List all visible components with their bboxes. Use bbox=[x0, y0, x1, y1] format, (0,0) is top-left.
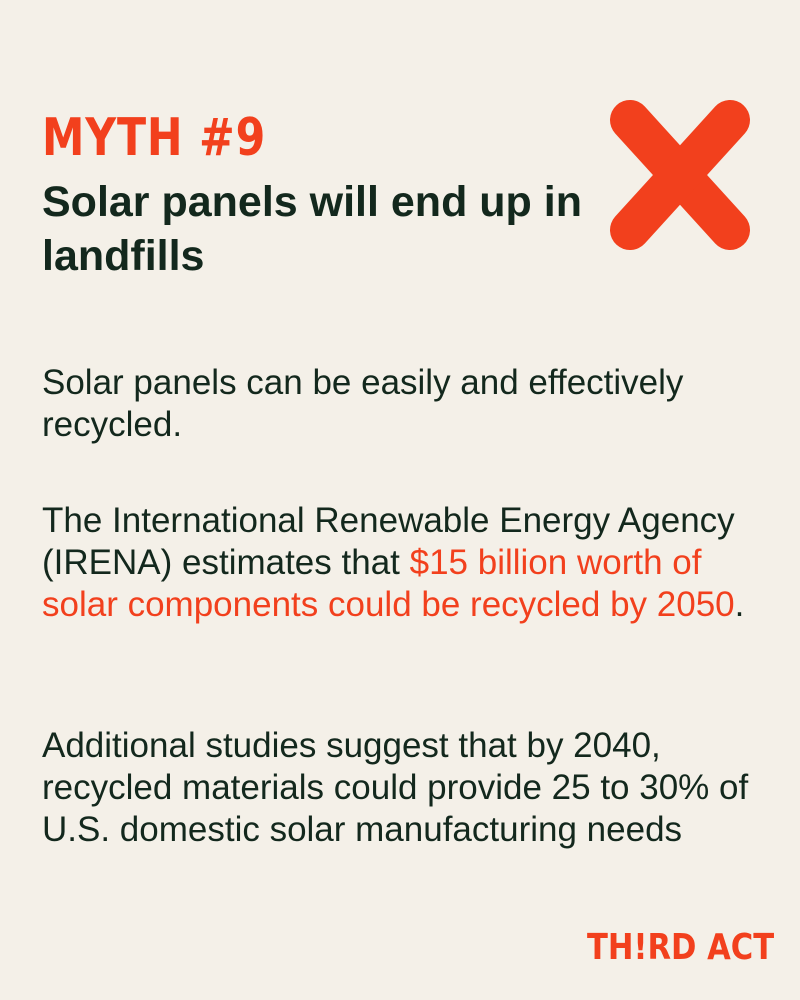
body-paragraph-3: Additional studies suggest that by 2040,… bbox=[42, 726, 749, 849]
body-paragraph-2: The International Renewable Energy Agenc… bbox=[42, 500, 762, 626]
third-act-logo: TH!RD ACT bbox=[586, 927, 774, 968]
body-paragraph-1: Solar panels can be easily and effective… bbox=[42, 363, 684, 444]
myth-title: Solar panels will end up in landfills bbox=[42, 178, 582, 280]
paragraph-2-start: The International Renewable Energy Agenc… bbox=[42, 501, 735, 582]
x-mark-icon bbox=[610, 100, 750, 250]
paragraph-2-end: . bbox=[734, 585, 745, 624]
highlight-statistic: $15 billion worth of solar components co… bbox=[42, 543, 735, 624]
myth-label: MYTH #9 bbox=[42, 108, 267, 168]
